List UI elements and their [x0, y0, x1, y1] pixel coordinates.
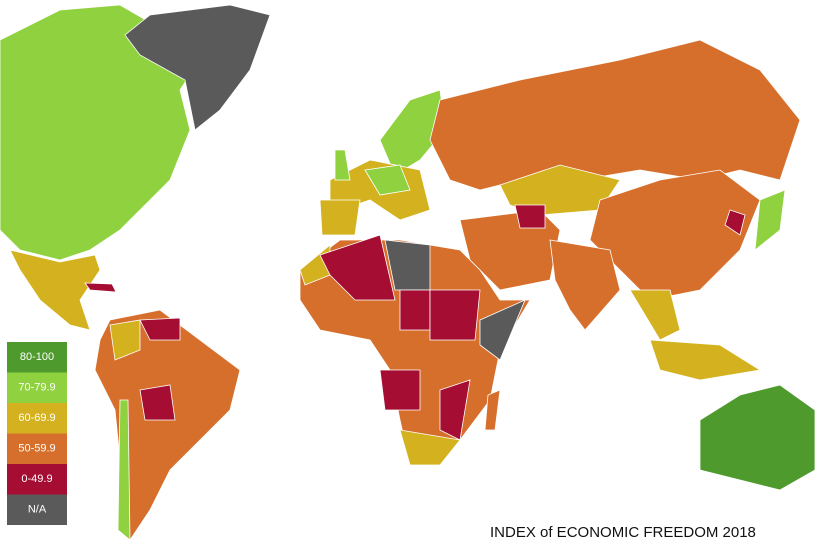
legend-swatch	[7, 464, 67, 495]
legend-swatch	[7, 403, 67, 434]
russia	[429, 39, 801, 191]
algeria	[319, 234, 396, 301]
bolivia	[139, 384, 176, 421]
legend-label: 80-100	[20, 351, 54, 363]
legend-label: N/A	[28, 504, 47, 516]
legend-label: 0-49.9	[21, 473, 52, 485]
legend-swatch	[7, 372, 67, 403]
sudan	[429, 289, 481, 341]
south-america	[94, 309, 241, 541]
chad	[399, 289, 431, 331]
legend-label: 70-79.9	[18, 382, 55, 394]
madagascar	[484, 389, 501, 431]
angola	[379, 369, 421, 411]
north-america	[0, 4, 201, 261]
central-europe	[364, 164, 411, 196]
legend: 80-100 70-79.9 60-69.9 50-59.9 0-49.9 N/A	[7, 342, 67, 525]
uk	[334, 149, 351, 181]
india	[549, 239, 621, 331]
indonesia	[649, 339, 762, 381]
legend-label: 60-69.9	[18, 412, 55, 424]
turkmenistan	[514, 204, 546, 229]
colombia	[109, 319, 141, 361]
iberia	[319, 199, 361, 236]
southeast-asia	[629, 289, 681, 341]
south-africa	[399, 429, 461, 466]
legend-swatch	[7, 342, 67, 373]
north-korea	[724, 209, 746, 236]
australia	[699, 384, 816, 491]
somalia	[479, 299, 526, 361]
greenland	[124, 4, 271, 131]
map-title: INDEX of ECONOMIC FREEDOM 2018	[490, 524, 756, 541]
countries	[0, 4, 816, 541]
chile	[117, 399, 131, 541]
cuba	[84, 282, 117, 293]
legend-label: 50-59.9	[18, 443, 55, 455]
mexico	[9, 249, 101, 331]
japan	[754, 189, 786, 251]
venezuela	[139, 317, 181, 341]
legend-swatch	[7, 494, 67, 525]
legend-swatch	[7, 433, 67, 464]
